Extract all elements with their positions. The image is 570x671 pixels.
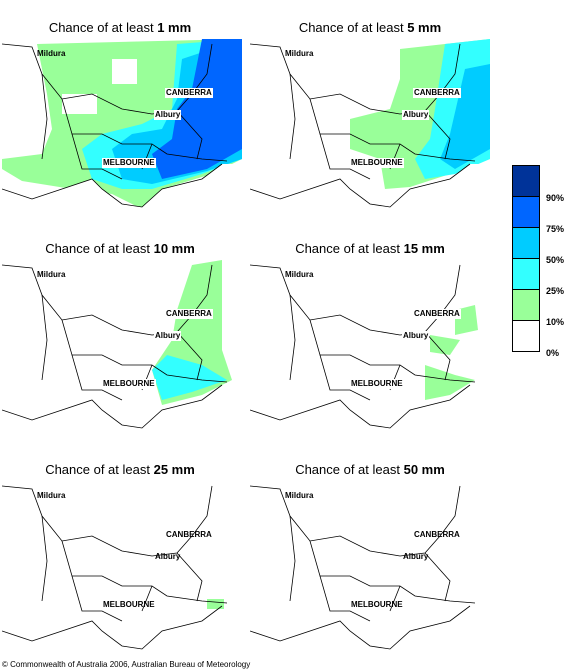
- label-canberra: CANBERRA: [413, 88, 461, 98]
- panel-title-50mm: Chance of at least 50 mm: [295, 462, 445, 477]
- legend-swatch-75: [512, 196, 540, 227]
- label-albury: Albury: [154, 110, 182, 120]
- label-mildura: Mildura: [285, 270, 314, 279]
- legend-swatch-50: [512, 227, 540, 258]
- legend-label-10: 10%: [546, 317, 565, 327]
- legend-swatch-0: [512, 320, 540, 352]
- map-10mm: Mildura CANBERRA Albury MELBOURNE: [2, 260, 242, 440]
- map-15mm-svg: [250, 260, 490, 440]
- legend-swatch-25: [512, 258, 540, 289]
- label-melbourne: MELBOURNE: [102, 158, 156, 168]
- map-1mm-svg: [2, 39, 242, 219]
- panel-title-10mm: Chance of at least 10 mm: [45, 241, 195, 256]
- label-canberra: CANBERRA: [166, 530, 212, 539]
- map-50mm: Mildura CANBERRA Albury MELBOURNE: [250, 481, 490, 661]
- map-25mm: Mildura CANBERRA Albury MELBOURNE: [2, 481, 242, 661]
- copyright-notice: © Commonwealth of Australia 2006, Austra…: [2, 660, 251, 669]
- label-melbourne: MELBOURNE: [102, 379, 156, 389]
- label-melbourne: MELBOURNE: [103, 600, 155, 609]
- label-melbourne: MELBOURNE: [350, 379, 404, 389]
- label-albury: Albury: [154, 331, 182, 341]
- map-25mm-svg: [2, 481, 242, 661]
- panel-title-25mm: Chance of at least 25 mm: [45, 462, 195, 477]
- label-canberra: CANBERRA: [414, 530, 460, 539]
- panel-title-1mm: Chance of at least 1 mm: [48, 20, 192, 35]
- map-15mm: Mildura CANBERRA Albury MELBOURNE: [250, 260, 490, 440]
- map-10mm-svg: [2, 260, 242, 440]
- legend: [512, 165, 540, 352]
- label-albury: Albury: [402, 331, 430, 341]
- panel-title-5mm: Chance of at least 5 mm: [298, 20, 442, 35]
- legend-label-50: 50%: [546, 255, 565, 265]
- legend-label-0: 0%: [546, 348, 560, 358]
- label-mildura: Mildura: [37, 49, 66, 58]
- legend-label-75: 75%: [546, 224, 565, 234]
- legend-label-90: 90%: [546, 193, 565, 203]
- label-canberra: CANBERRA: [165, 88, 213, 98]
- label-mildura: Mildura: [37, 491, 66, 500]
- label-albury: Albury: [402, 110, 430, 120]
- label-mildura: Mildura: [285, 49, 314, 58]
- legend-label-25: 25%: [546, 286, 565, 296]
- label-melbourne: MELBOURNE: [351, 600, 403, 609]
- label-albury: Albury: [155, 552, 181, 561]
- map-5mm: Mildura CANBERRA Albury MELBOURNE: [250, 39, 490, 219]
- label-melbourne: MELBOURNE: [350, 158, 404, 168]
- label-mildura: Mildura: [285, 491, 314, 500]
- legend-swatch-10: [512, 289, 540, 320]
- panel-title-15mm: Chance of at least 15 mm: [295, 241, 445, 256]
- label-canberra: CANBERRA: [165, 309, 213, 319]
- map-5mm-svg: [250, 39, 490, 219]
- label-canberra: CANBERRA: [413, 309, 461, 319]
- map-50mm-svg: [250, 481, 490, 661]
- legend-swatch-90: [512, 165, 540, 196]
- label-mildura: Mildura: [37, 270, 66, 279]
- map-1mm: Mildura CANBERRA Albury MELBOURNE: [2, 39, 242, 219]
- label-albury: Albury: [403, 552, 429, 561]
